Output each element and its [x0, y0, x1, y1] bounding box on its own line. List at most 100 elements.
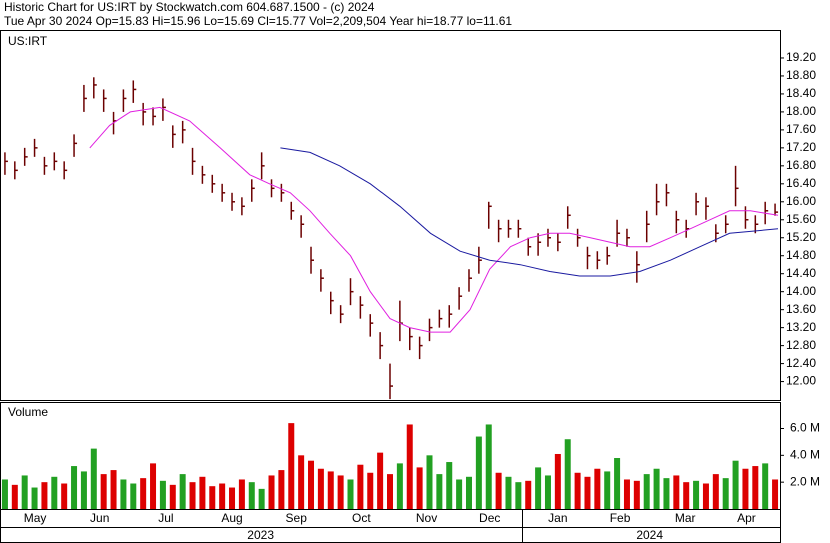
header-line: Tue Apr 30 2024 Op=15.83 Hi=15.96 Lo=15.… [4, 14, 512, 28]
x-tick-label: May [24, 511, 47, 525]
y-tick-label: 17.20 [786, 140, 816, 154]
volume-bar [594, 468, 601, 509]
volume-bar [130, 483, 137, 509]
x-tick-label: Feb [610, 511, 631, 525]
x-tick-label: Nov [416, 511, 437, 525]
x-tick-label: Jan [548, 511, 567, 525]
y-tick-label: 17.60 [786, 122, 816, 136]
y-tick-label: 6.0 M [790, 421, 820, 435]
volume-bar [693, 480, 700, 509]
y-tick-label: 15.60 [786, 212, 816, 226]
volume-bar [673, 475, 680, 509]
volume-bar [554, 453, 561, 509]
volume-bar [90, 448, 97, 509]
date-frame [0, 509, 781, 543]
volume-bar [327, 471, 334, 509]
volume-bar [258, 488, 265, 509]
y-tick-label: 13.20 [786, 320, 816, 334]
volume-bar [179, 474, 186, 509]
y-tick-label: 19.20 [786, 50, 816, 64]
volume-bar [337, 475, 344, 509]
volume-bar [505, 476, 512, 509]
volume-bar [71, 466, 78, 509]
volume-bar [426, 455, 433, 509]
volume-bar [229, 487, 236, 509]
y-tick-label: 14.80 [786, 248, 816, 262]
volume-bar [31, 487, 38, 509]
volume-bar [41, 482, 48, 509]
volume-bar [762, 463, 769, 509]
volume-bar [238, 479, 245, 509]
volume-bar [278, 470, 285, 509]
volume-bar [702, 483, 709, 509]
year-label: 2024 [636, 528, 663, 542]
volume-bar [535, 467, 542, 509]
y-tick-label: 18.40 [786, 86, 816, 100]
volume-bar [772, 479, 779, 509]
y-tick-label: 16.80 [786, 158, 816, 172]
volume-bar [495, 472, 502, 509]
volume-bar [150, 463, 157, 509]
y-tick-label: 18.80 [786, 68, 816, 82]
volume-bar [248, 482, 255, 509]
x-tick-label: Oct [352, 511, 371, 525]
volume-bar [584, 476, 591, 509]
header-line: Historic Chart for US:IRT by Stockwatch.… [4, 0, 375, 14]
y-tick-label: 18.00 [786, 104, 816, 118]
volume-bar [61, 483, 68, 509]
volume-bar [80, 471, 87, 509]
volume-bar [308, 460, 315, 509]
volume-bar [722, 478, 729, 509]
volume-bar [169, 484, 176, 509]
x-tick-label: Jun [90, 511, 109, 525]
volume-bar [387, 474, 393, 509]
volume-bar [219, 483, 226, 509]
y-tick-label: 4.0 M [790, 448, 820, 462]
y-tick-label: 12.00 [786, 374, 816, 388]
y-tick-label: 16.40 [786, 176, 816, 190]
x-tick-label: Mar [675, 511, 696, 525]
volume-bar [110, 470, 117, 509]
volume-bar [465, 476, 472, 509]
x-tick-label: Jul [158, 511, 173, 525]
volume-bar [663, 478, 670, 509]
volume-bar [475, 436, 482, 509]
volume-bar [436, 474, 443, 509]
volume-bar [623, 479, 630, 509]
volume-bar [1, 479, 8, 509]
volume-bar [614, 458, 621, 509]
volume-bar [515, 482, 522, 509]
volume-bar [544, 475, 551, 509]
volume-bar [633, 480, 640, 509]
volume-bar [51, 476, 58, 509]
volume-bar [199, 476, 206, 509]
x-tick-label: Apr [737, 511, 756, 525]
panel-label: Volume [8, 405, 48, 419]
volume-bar [367, 472, 374, 509]
volume-bar [189, 482, 196, 509]
volume-bar [140, 478, 147, 509]
volume-bar [683, 482, 690, 509]
volume-bar [604, 471, 611, 509]
volume-bar [446, 462, 453, 509]
y-tick-label: 15.20 [786, 230, 816, 244]
volume-bar [317, 468, 324, 509]
volume-bar [396, 463, 403, 509]
y-tick-label: 12.80 [786, 338, 816, 352]
y-tick-label: 14.00 [786, 284, 816, 298]
y-tick-label: 12.40 [786, 356, 816, 370]
volume-bar [742, 468, 749, 509]
x-tick-label: Sep [286, 511, 308, 525]
volume-bar [159, 480, 166, 509]
volume-bar [752, 466, 759, 509]
y-tick-label: 14.40 [786, 266, 816, 280]
x-tick-label: Dec [479, 511, 500, 525]
year-label: 2023 [247, 528, 274, 542]
volume-bar [11, 484, 18, 509]
panel-label: US:IRT [8, 34, 48, 48]
volume-bar [416, 467, 423, 509]
moving-average [89, 106, 779, 333]
volume-bar [485, 424, 492, 509]
volume-bar [347, 479, 354, 509]
